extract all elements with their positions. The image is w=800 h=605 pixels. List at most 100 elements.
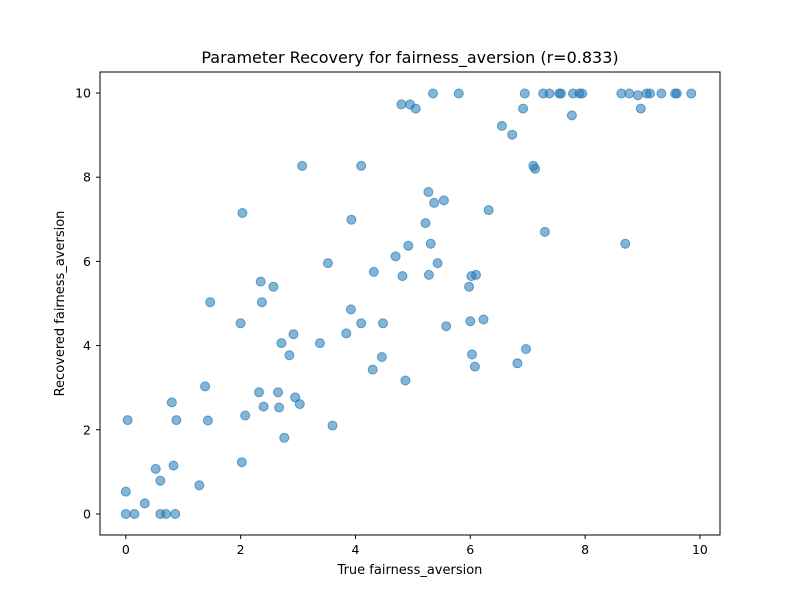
data-point-14 xyxy=(194,480,205,491)
data-point-5 xyxy=(139,498,150,509)
data-point-72 xyxy=(483,205,494,216)
data-point-69 xyxy=(469,361,480,372)
data-point-74 xyxy=(507,129,518,140)
data-point-39 xyxy=(341,328,352,339)
data-point-2 xyxy=(129,509,140,519)
data-point-66 xyxy=(465,316,476,327)
points-layer xyxy=(120,88,697,519)
data-point-3 xyxy=(120,486,131,497)
data-point-21 xyxy=(240,410,251,421)
data-point-24 xyxy=(256,297,267,308)
data-point-64 xyxy=(453,88,464,99)
data-point-82 xyxy=(539,226,550,237)
data-point-36 xyxy=(314,338,325,349)
data-point-59 xyxy=(428,88,438,99)
data-point-16 xyxy=(202,415,213,426)
data-point-48 xyxy=(390,251,401,262)
data-point-45 xyxy=(368,266,379,277)
y-tick-label: 4 xyxy=(83,338,91,353)
data-point-40 xyxy=(345,304,356,315)
data-point-75 xyxy=(512,358,523,369)
data-point-17 xyxy=(205,297,216,308)
y-tick-label: 10 xyxy=(75,86,91,101)
chart-title: Parameter Recovery for fairness_aversion… xyxy=(201,48,618,68)
data-point-46 xyxy=(376,352,387,362)
data-point-35 xyxy=(297,160,308,171)
data-point-34 xyxy=(294,399,305,410)
data-point-71 xyxy=(478,314,489,325)
data-point-20 xyxy=(237,208,248,218)
data-point-61 xyxy=(432,258,443,269)
data-point-68 xyxy=(467,349,477,360)
data-point-11 xyxy=(168,460,179,471)
data-point-78 xyxy=(521,344,531,354)
data-point-44 xyxy=(367,364,378,375)
data-point-80 xyxy=(530,163,541,174)
data-point-58 xyxy=(425,238,436,249)
data-point-26 xyxy=(268,281,279,292)
data-point-85 xyxy=(556,88,566,99)
y-tick-label: 6 xyxy=(83,254,91,269)
data-point-8 xyxy=(155,475,166,486)
data-point-10 xyxy=(166,397,177,408)
data-point-83 xyxy=(544,88,555,99)
data-point-93 xyxy=(632,90,643,101)
data-point-52 xyxy=(403,240,414,251)
data-point-99 xyxy=(671,88,682,99)
y-tick-label: 0 xyxy=(83,506,91,521)
data-point-43 xyxy=(356,160,367,171)
data-point-94 xyxy=(635,103,646,114)
data-point-31 xyxy=(284,350,295,361)
y-tick-label: 8 xyxy=(83,170,91,185)
data-point-4 xyxy=(122,415,133,426)
data-point-25 xyxy=(258,401,269,412)
x-tick-label: 2 xyxy=(237,542,245,557)
data-point-1 xyxy=(120,509,131,519)
data-point-38 xyxy=(327,420,338,431)
x-axis-label: True fairness_aversion xyxy=(337,563,483,578)
data-point-55 xyxy=(420,218,431,229)
x-tick-label: 0 xyxy=(122,542,130,557)
data-point-91 xyxy=(620,238,631,249)
y-tick-label: 2 xyxy=(83,422,91,437)
x-tick-label: 10 xyxy=(692,542,708,557)
y-axis-label: Recovered fairness_aversion xyxy=(53,211,68,397)
data-point-23 xyxy=(255,276,266,287)
data-point-62 xyxy=(438,195,449,206)
data-point-30 xyxy=(279,432,290,443)
data-point-28 xyxy=(274,402,285,413)
x-tick-label: 4 xyxy=(351,542,359,557)
plot-frame xyxy=(99,71,721,536)
data-point-47 xyxy=(378,318,388,329)
data-point-86 xyxy=(566,110,577,121)
data-point-15 xyxy=(200,381,211,392)
data-point-54 xyxy=(410,103,421,114)
data-point-12 xyxy=(170,509,181,519)
data-point-100 xyxy=(686,88,697,99)
data-point-41 xyxy=(346,214,357,225)
data-point-63 xyxy=(441,321,452,332)
data-point-89 xyxy=(577,88,588,99)
data-point-77 xyxy=(519,88,530,99)
data-point-65 xyxy=(464,281,475,292)
ticks-layer: 0 2 4 6 8 10 0 2 4 6 8 10 xyxy=(75,86,708,557)
data-point-56 xyxy=(423,187,434,197)
data-point-29 xyxy=(276,338,287,349)
data-point-42 xyxy=(356,318,367,329)
data-point-92 xyxy=(624,88,635,99)
data-point-70 xyxy=(471,269,481,280)
data-point-27 xyxy=(273,387,283,398)
data-point-76 xyxy=(518,103,529,114)
data-point-22 xyxy=(254,387,264,398)
data-point-9 xyxy=(161,509,171,519)
data-point-73 xyxy=(496,120,507,131)
data-point-13 xyxy=(171,415,182,426)
data-point-19 xyxy=(236,457,247,468)
data-point-37 xyxy=(322,258,333,269)
data-point-50 xyxy=(397,271,408,282)
data-point-60 xyxy=(429,197,440,208)
data-point-18 xyxy=(235,318,246,329)
data-point-6 xyxy=(150,463,161,474)
